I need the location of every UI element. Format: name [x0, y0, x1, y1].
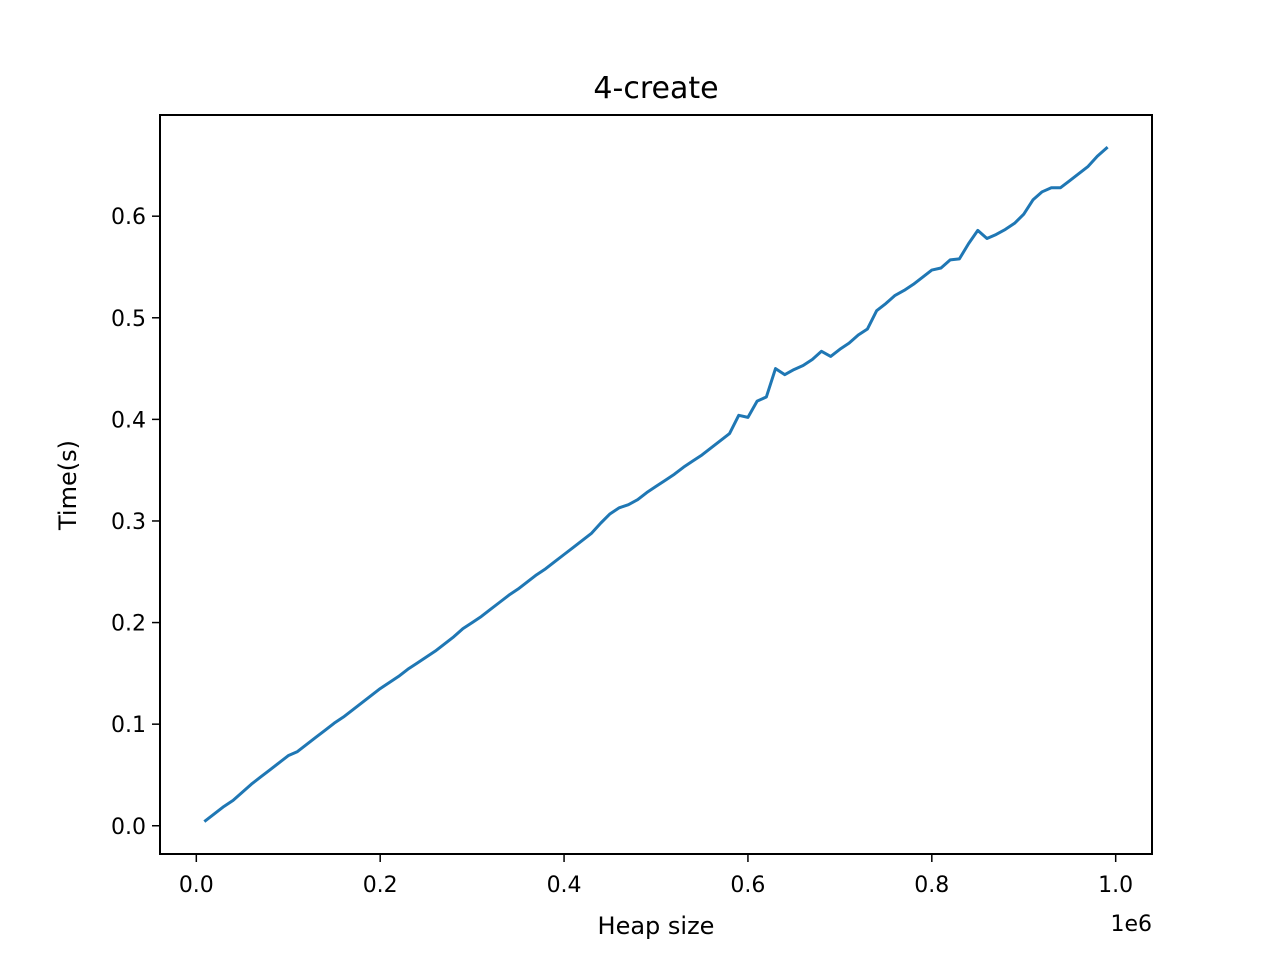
chart-title: 4-create — [593, 71, 718, 106]
x-tick-label: 0.4 — [547, 873, 582, 898]
x-tick-label: 0.8 — [914, 873, 949, 898]
x-axis-offset-text: 1e6 — [1110, 912, 1152, 937]
y-axis-label: Time(s) — [54, 440, 82, 531]
x-tick-label: 0.2 — [363, 873, 398, 898]
x-tick-label: 0.6 — [730, 873, 765, 898]
y-tick-label: 0.6 — [111, 205, 146, 230]
x-axis-label: Heap size — [598, 912, 715, 940]
y-tick-label: 0.2 — [111, 612, 146, 637]
y-tick-label: 0.1 — [111, 713, 146, 738]
y-tick-label: 0.4 — [111, 408, 146, 433]
y-tick-label: 0.5 — [111, 307, 146, 332]
x-tick-label: 1.0 — [1098, 873, 1133, 898]
y-tick-label: 0.0 — [111, 815, 146, 840]
y-tick-label: 0.3 — [111, 510, 146, 535]
x-tick-label: 0.0 — [179, 873, 214, 898]
